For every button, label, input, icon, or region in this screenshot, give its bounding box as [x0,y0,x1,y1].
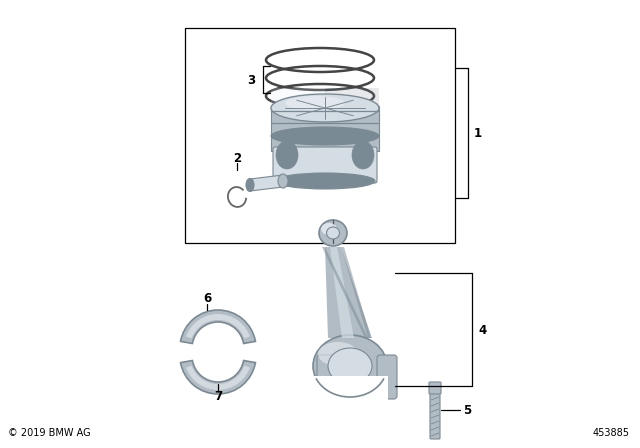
Ellipse shape [278,174,288,188]
Bar [347,88,357,148]
Ellipse shape [271,94,379,122]
Bar [185,28,455,243]
Bar [282,88,292,148]
Ellipse shape [275,173,375,189]
Text: 6: 6 [203,292,211,305]
Text: 1: 1 [474,126,482,139]
Ellipse shape [319,220,347,246]
Polygon shape [325,247,372,338]
Text: 3: 3 [247,73,255,86]
Polygon shape [341,247,371,338]
Polygon shape [322,247,368,338]
FancyBboxPatch shape [430,391,440,439]
Ellipse shape [328,348,372,384]
Text: © 2019 BMW AG: © 2019 BMW AG [8,428,91,438]
FancyBboxPatch shape [429,382,441,394]
Ellipse shape [321,223,337,235]
Bar [357,88,368,148]
Wedge shape [180,361,255,394]
Bar [271,88,282,148]
Polygon shape [250,175,283,191]
Ellipse shape [271,127,379,145]
Bar [312,376,388,402]
Ellipse shape [326,227,339,239]
Wedge shape [180,310,255,344]
Text: 7: 7 [214,389,222,402]
Bar [336,88,347,148]
Ellipse shape [285,96,345,110]
Text: 4: 4 [478,323,486,336]
Bar [325,88,336,148]
Wedge shape [186,314,250,338]
Ellipse shape [246,178,254,191]
FancyBboxPatch shape [317,355,337,399]
Ellipse shape [352,141,374,169]
Ellipse shape [318,342,358,366]
FancyBboxPatch shape [273,147,377,183]
Polygon shape [330,247,354,338]
Wedge shape [186,366,250,390]
Bar [292,88,303,148]
Text: 5: 5 [463,404,471,417]
FancyBboxPatch shape [377,355,397,399]
FancyBboxPatch shape [271,106,379,136]
Bar [271,106,379,151]
Text: 453885: 453885 [593,428,630,438]
Bar [314,88,325,148]
Bar [303,88,314,148]
Ellipse shape [276,141,298,169]
Ellipse shape [313,335,387,397]
Text: 2: 2 [233,151,241,164]
Bar [368,88,379,148]
